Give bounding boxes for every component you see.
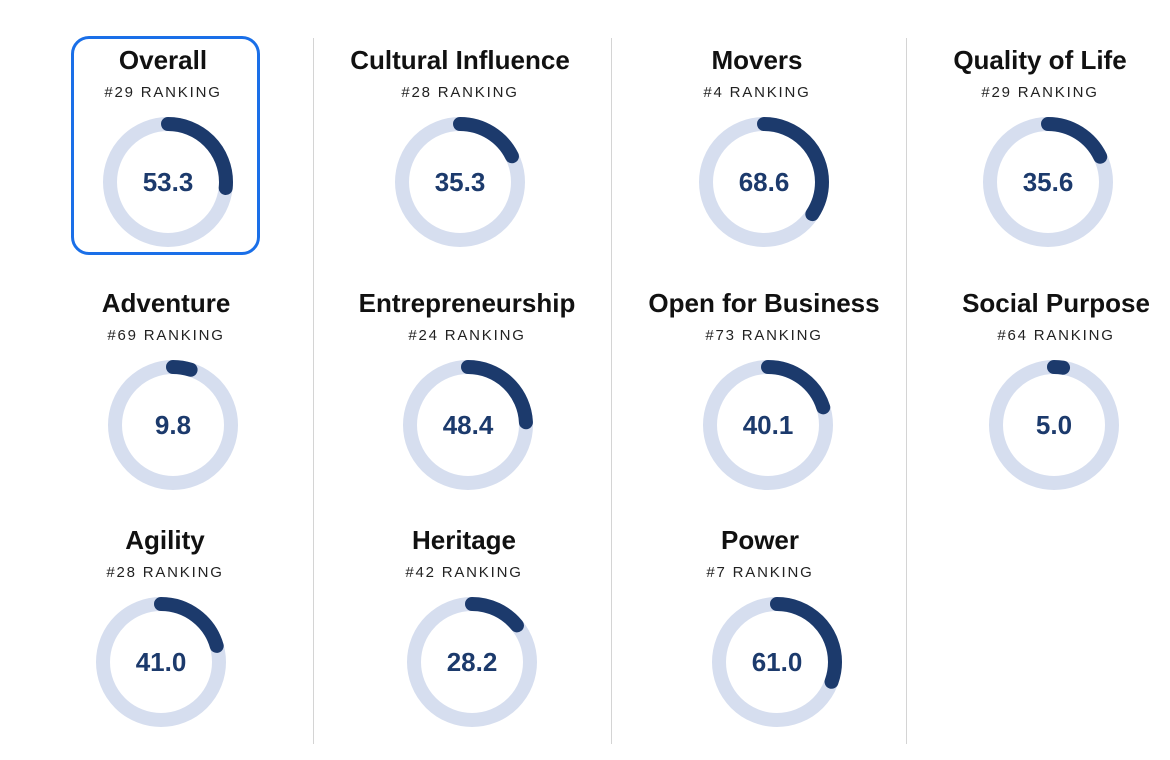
metric-rank: #73 RANKING bbox=[705, 327, 823, 344]
score-value: 28.2 bbox=[446, 647, 498, 677]
score-gauge: 68.6 bbox=[694, 112, 834, 252]
metric-card-cultural-influence[interactable]: Cultural Influence #28 RANKING 35.3 bbox=[310, 40, 610, 276]
metric-card-agility[interactable]: Agility #28 RANKING 41.0 bbox=[15, 520, 315, 756]
metric-title: Open for Business bbox=[648, 288, 880, 318]
score-value: 35.3 bbox=[434, 167, 486, 197]
metric-card-adventure[interactable]: Adventure #69 RANKING 9.8 bbox=[16, 283, 316, 519]
gauge-ring bbox=[108, 360, 238, 490]
score-gauge: 35.6 bbox=[978, 112, 1118, 252]
metric-card-heritage[interactable]: Heritage #42 RANKING 28.2 bbox=[314, 520, 614, 756]
metric-rank: #29 RANKING bbox=[104, 84, 222, 101]
metric-card-power[interactable]: Power #7 RANKING 61.0 bbox=[610, 520, 910, 756]
gauge-ring bbox=[989, 360, 1119, 490]
selected-card-frame bbox=[71, 36, 260, 255]
metric-rank: #28 RANKING bbox=[106, 564, 224, 581]
score-value: 48.4 bbox=[442, 410, 494, 440]
score-value: 68.6 bbox=[738, 167, 790, 197]
score-value: 41.0 bbox=[135, 647, 187, 677]
metric-title: Movers bbox=[711, 45, 803, 75]
metric-card-open-for-business[interactable]: Open for Business #73 RANKING 40.1 bbox=[614, 283, 914, 519]
metric-title: Adventure bbox=[101, 288, 231, 318]
gauge-ring bbox=[103, 117, 233, 247]
column-divider bbox=[906, 38, 907, 744]
score-value: 61.0 bbox=[751, 647, 803, 677]
metric-title: Agility bbox=[125, 525, 205, 555]
metric-rank: #28 RANKING bbox=[401, 84, 519, 101]
gauge-ring bbox=[983, 117, 1113, 247]
metric-card-overall[interactable]: Overall #29 RANKING 53.3 bbox=[13, 40, 313, 276]
score-gauge: 40.1 bbox=[698, 355, 838, 495]
metric-title: Social Purpose bbox=[962, 288, 1150, 318]
score-value: 35.6 bbox=[1022, 167, 1074, 197]
score-value: 9.8 bbox=[154, 410, 192, 440]
metric-title: Quality of Life bbox=[953, 45, 1127, 75]
score-gauge: 28.2 bbox=[402, 592, 542, 732]
metric-title: Cultural Influence bbox=[350, 45, 570, 75]
metric-rank: #42 RANKING bbox=[405, 564, 523, 581]
gauge-ring bbox=[699, 117, 829, 247]
score-gauge: 35.3 bbox=[390, 112, 530, 252]
metric-title: Heritage bbox=[411, 525, 517, 555]
gauge-ring bbox=[96, 597, 226, 727]
metric-card-social-purpose[interactable]: Social Purpose #64 RANKING 5.0 bbox=[906, 283, 1170, 519]
gauge-ring bbox=[407, 597, 537, 727]
gauge-ring bbox=[403, 360, 533, 490]
score-gauge: 9.8 bbox=[103, 355, 243, 495]
score-gauge: 41.0 bbox=[91, 592, 231, 732]
metric-rank: #7 RANKING bbox=[706, 564, 814, 581]
column-divider bbox=[611, 38, 612, 744]
gauge-ring bbox=[703, 360, 833, 490]
score-gauge: 48.4 bbox=[398, 355, 538, 495]
score-gauge: 5.0 bbox=[984, 355, 1124, 495]
metric-rank: #29 RANKING bbox=[981, 84, 1099, 101]
metric-card-movers[interactable]: Movers #4 RANKING 68.6 bbox=[607, 40, 907, 276]
metric-rank: #69 RANKING bbox=[107, 327, 225, 344]
column-divider bbox=[313, 38, 314, 744]
gauge-ring bbox=[395, 117, 525, 247]
score-value: 5.0 bbox=[1035, 410, 1073, 440]
score-gauge: 61.0 bbox=[707, 592, 847, 732]
gauge-ring bbox=[712, 597, 842, 727]
metric-card-entrepreneurship[interactable]: Entrepreneurship #24 RANKING 48.4 bbox=[317, 283, 617, 519]
metric-rank: #64 RANKING bbox=[997, 327, 1115, 344]
metric-card-quality-of-life[interactable]: Quality of Life #29 RANKING 35.6 bbox=[890, 40, 1170, 276]
metric-title: Overall bbox=[118, 45, 208, 75]
metric-rank: #24 RANKING bbox=[408, 327, 526, 344]
score-value: 53.3 bbox=[142, 167, 194, 197]
metric-title: Entrepreneurship bbox=[358, 288, 576, 318]
score-value: 40.1 bbox=[742, 410, 794, 440]
score-gauge: 53.3 bbox=[98, 112, 238, 252]
metric-rank: #4 RANKING bbox=[703, 84, 811, 101]
metric-title: Power bbox=[720, 525, 800, 555]
